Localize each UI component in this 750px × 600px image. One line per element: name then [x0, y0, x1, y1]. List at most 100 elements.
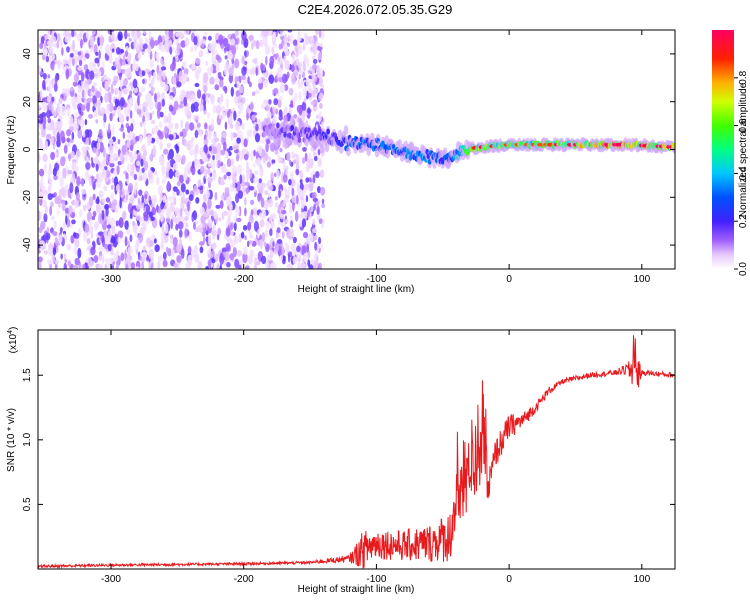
spectrogram-cell: [110, 236, 116, 244]
spectrogram-cell: [96, 99, 102, 107]
spectrogram-cell: [73, 73, 80, 83]
spectrogram-cell: [142, 43, 148, 50]
spectrogram-cell: [288, 178, 292, 186]
spectrogram-cell: [167, 153, 171, 161]
spectrogram-cell: [114, 140, 118, 149]
spectrogram-cell: [313, 253, 319, 261]
spectrogram-cell: [129, 170, 135, 177]
spectrogram-cell: [159, 212, 164, 222]
spectrogram-cell: [59, 176, 64, 188]
spectrogram-cell: [175, 32, 180, 38]
spectrogram-cell: [194, 69, 200, 76]
spectrogram-cell: [240, 74, 247, 81]
spectrogram-cell: [295, 194, 299, 205]
spectrogram-cell: [223, 64, 228, 76]
spectrogram-cell: [191, 137, 195, 142]
spectrogram-cell: [207, 198, 212, 210]
spectrogram-cell: [80, 104, 86, 112]
spectrogram-cell: [129, 90, 133, 96]
spectrogram-cell: [188, 233, 192, 242]
spectrogram-cell: [317, 236, 322, 245]
spectrogram-cell: [212, 146, 218, 155]
spectrogram-cell: [38, 152, 41, 163]
spectrogram-cell: [217, 227, 222, 236]
spectrogram-cell: [51, 62, 55, 71]
spectrogram-cell: [110, 217, 116, 227]
spectrogram-cell: [249, 185, 255, 191]
spectrogram-cell: [101, 169, 107, 179]
spectrogram-cell: [253, 220, 259, 232]
spectrogram-cell: [260, 62, 264, 72]
spectrogram-cell: [272, 30, 278, 33]
spectrogram-cell: [299, 219, 303, 227]
spectrogram-cell: [236, 137, 241, 144]
spectrogram-cell: [256, 181, 262, 190]
spectrogram-cell: [72, 39, 75, 51]
spectrogram-cell: [158, 155, 165, 166]
spectrogram-cell: [142, 171, 147, 183]
spectrogram-cell: [45, 55, 50, 63]
spectrogram-cell: [95, 51, 99, 56]
spectrogram-cell: [160, 44, 166, 53]
spectrogram-cell: [108, 54, 113, 64]
spectrogram-cell: [53, 175, 58, 181]
spectrogram-cell: [51, 104, 55, 115]
spectrogram-cell: [274, 43, 277, 48]
spectrogram-cell: [90, 90, 96, 97]
spectrogram-cell: [237, 95, 242, 100]
spectrogram-cell: [94, 57, 100, 64]
spectrogram-cell: [148, 100, 154, 111]
spectrogram-cell: [262, 156, 266, 164]
spectrogram-cell: [133, 57, 136, 67]
spectrogram-cell: [183, 96, 188, 107]
spectrogram-cell: [66, 129, 72, 137]
spectrogram-cell: [184, 227, 188, 239]
spectrogram-cell: [141, 70, 146, 77]
spectrogram-cell: [258, 178, 262, 184]
spectrogram-cell: [316, 205, 320, 215]
spectrogram-cell: [45, 232, 51, 241]
spectrogram-cell: [304, 87, 307, 98]
spectrogram-cell: [190, 103, 195, 113]
spectrogram-cell: [297, 38, 301, 50]
spectrogram-cell: [305, 177, 310, 183]
spectrogram-cell: [47, 243, 53, 249]
spectrogram-cell: [317, 149, 321, 156]
spectrogram-cell: [253, 264, 257, 269]
spectrogram-cell: [98, 190, 104, 199]
spectrogram-cell: [173, 72, 177, 79]
spectrogram-cell: [84, 79, 90, 85]
snr-y-axis: 0.5 1.0 1.5: [22, 368, 675, 511]
spectrogram-cell: [102, 158, 106, 167]
spectrogram-cell: [118, 217, 124, 229]
spectrogram-cell: [53, 82, 58, 92]
spectrogram-cell: [212, 224, 216, 233]
spectrogram-cell: [190, 46, 194, 53]
spectrogram-cell: [163, 175, 168, 180]
spectrogram-cell: [104, 263, 107, 269]
spectrogram-cell: [243, 153, 249, 161]
spectrogram-cell: [256, 157, 262, 167]
spectrogram-cell: [102, 132, 105, 138]
spectrogram-cell: [60, 253, 63, 260]
spectrogram-cell: [195, 143, 199, 154]
spectrogram-cell: [295, 52, 299, 58]
spectrogram-cell: [236, 164, 243, 175]
spectrogram-cell: [49, 125, 53, 131]
spectrogram-cell: [303, 54, 308, 64]
snr-x-tick-label: -300: [101, 574, 121, 585]
spectrogram-cell: [215, 66, 220, 73]
spectrogram-cell: [98, 254, 102, 261]
spectrogram-cell: [64, 258, 68, 263]
spectrogram-cell: [300, 78, 304, 89]
spectrogram-cell: [129, 213, 133, 220]
spectrogram-cell: [93, 255, 99, 263]
spectrogram-cell: [80, 177, 85, 187]
spectrogram-cell: [69, 87, 74, 92]
spectrogram-cell: [169, 233, 173, 245]
spectrogram-cell: [173, 197, 177, 206]
spectrogram-cell: [206, 168, 211, 175]
spectrogram-cell: [236, 153, 239, 162]
spectrogram-cell: [312, 44, 318, 56]
spectrogram-cell: [215, 104, 222, 115]
